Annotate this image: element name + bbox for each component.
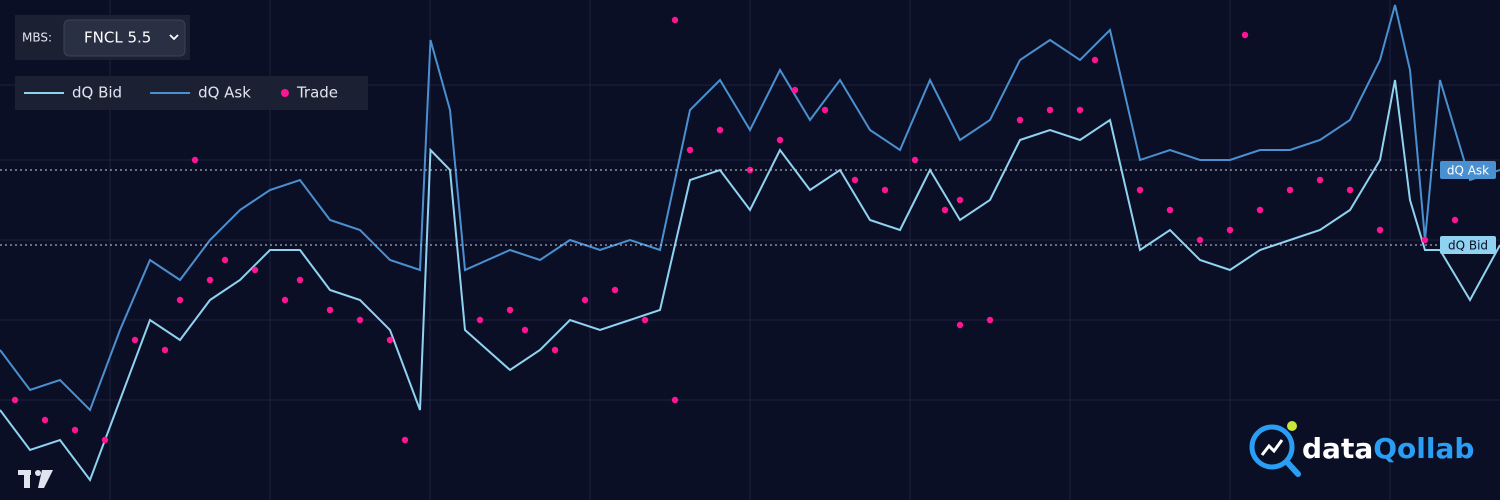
legend — [15, 76, 368, 110]
legend-marker — [280, 89, 289, 97]
legend-label: Trade — [296, 84, 338, 102]
trade-point — [1166, 206, 1174, 214]
trade-point — [161, 346, 169, 354]
trade-point — [686, 146, 694, 154]
legend-items: dQ Bid dQ Ask Trade — [24, 84, 338, 102]
trade-point — [956, 196, 964, 204]
price-label: dQ Ask — [1447, 164, 1489, 178]
trade-point — [851, 176, 859, 184]
trade-point — [326, 306, 334, 314]
brand-logo: dataQollab — [1249, 421, 1474, 477]
plot-area — [0, 4, 1500, 483]
trade-point — [176, 296, 184, 304]
overlay: MBS: FNCL 5.5 dQ Bid dQ Ask Trade dataQoll… — [0, 15, 1496, 488]
trade-point — [41, 416, 49, 424]
trade-point — [281, 296, 289, 304]
trade-point — [1241, 31, 1249, 39]
trade-point — [1226, 226, 1234, 234]
trade-point — [1316, 176, 1324, 184]
trade-point — [1076, 106, 1084, 114]
control-label: MBS: — [22, 31, 52, 45]
trade-point — [221, 256, 229, 264]
trade-point — [1016, 116, 1024, 124]
trade-point — [1256, 206, 1264, 214]
trade-point — [1451, 216, 1459, 224]
trade-point — [881, 186, 889, 194]
trade-point — [791, 86, 799, 94]
brand-part: Qollab — [1373, 432, 1474, 465]
price-label-box — [1440, 161, 1496, 179]
brand-name: dataQollab — [1302, 432, 1474, 465]
trade-point — [1196, 236, 1204, 244]
trade-point — [506, 306, 514, 314]
trade-point — [611, 286, 619, 294]
trade-point — [581, 296, 589, 304]
trade-point — [551, 346, 559, 354]
select-arrow[interactable] — [169, 34, 179, 41]
trade-point — [1286, 186, 1294, 194]
trade-point — [941, 206, 949, 214]
select-value[interactable]: FNCL 5.5 — [84, 29, 151, 47]
trade-point — [251, 266, 259, 274]
series-line — [0, 4, 1500, 412]
trade-point — [11, 396, 19, 404]
trade-point — [296, 276, 304, 284]
price-label-box — [1440, 236, 1496, 254]
trade-point — [401, 436, 409, 444]
trade-point — [386, 336, 394, 344]
trade-point — [911, 156, 919, 164]
trade-point — [1421, 236, 1429, 244]
trade-point — [356, 316, 364, 324]
trade-point — [131, 336, 139, 344]
trade-point — [671, 396, 679, 404]
price-label: dQ Bid — [1448, 239, 1488, 253]
select[interactable] — [63, 19, 186, 57]
brand-part: data — [1302, 432, 1373, 465]
trade-point — [206, 276, 214, 284]
trade-point — [986, 316, 994, 324]
legend-label: dQ Ask — [198, 84, 251, 102]
series-line — [0, 79, 1500, 483]
tradingview-logo — [18, 470, 53, 488]
trade-point — [776, 136, 784, 144]
trade-point — [641, 316, 649, 324]
trade-point — [1376, 226, 1384, 234]
trade-point — [191, 156, 199, 164]
trade-point — [1346, 186, 1354, 194]
trade-point — [716, 126, 724, 134]
trade-point — [1046, 106, 1054, 114]
legend-label: dQ Bid — [72, 84, 122, 102]
trade-point — [956, 321, 964, 329]
trade-point — [476, 316, 484, 324]
trade-point — [101, 436, 109, 444]
trade-point — [671, 16, 679, 24]
trade-point — [521, 326, 529, 334]
trade-point — [821, 106, 829, 114]
trade-point — [1091, 56, 1099, 64]
trade-point — [71, 426, 79, 434]
trade-point — [1136, 186, 1144, 194]
